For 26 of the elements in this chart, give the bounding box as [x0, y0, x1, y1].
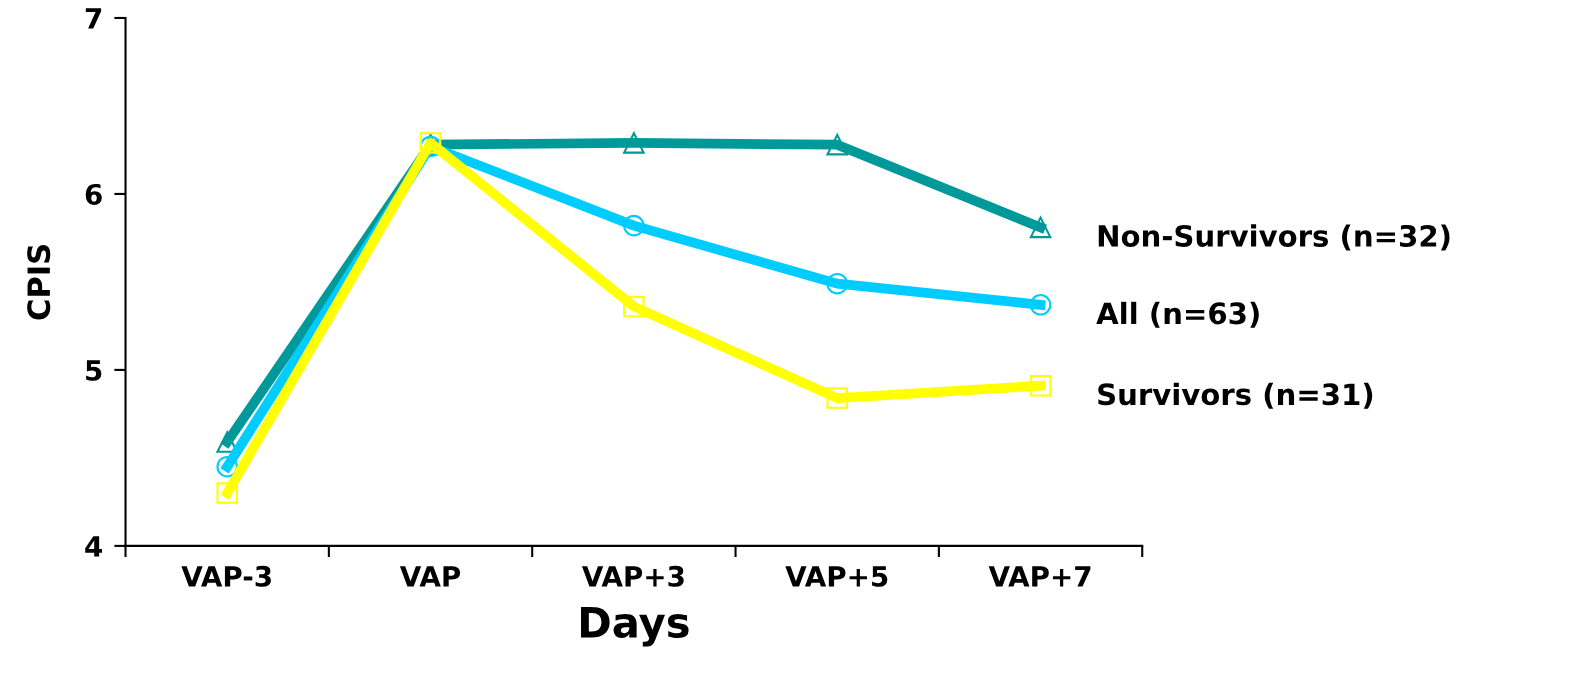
y-tick-label: 7 — [85, 8, 102, 29]
series-label: Non-Survivors (n=32) — [1098, 224, 1450, 251]
x-axis-title: Days — [581, 607, 689, 647]
point — [216, 455, 238, 478]
point — [1029, 374, 1052, 397]
point — [623, 214, 645, 237]
y-tick-label: 4 — [85, 536, 103, 557]
series-label: Survivors (n=31) — [1098, 382, 1373, 409]
point — [1029, 294, 1052, 316]
point — [216, 482, 238, 504]
series-label: All (n=63) — [1096, 301, 1259, 328]
point — [826, 133, 848, 156]
x-tick-label: VAP+5 — [785, 566, 888, 587]
y-tick-label: 5 — [86, 360, 102, 381]
point — [826, 387, 848, 409]
point — [216, 431, 238, 453]
point — [623, 295, 645, 318]
point — [826, 272, 848, 295]
point — [623, 132, 645, 154]
y-axis-title: CPIS — [27, 245, 51, 320]
x-tick-label: VAP+7 — [988, 566, 1091, 587]
x-tick-label: VAP+3 — [581, 565, 684, 587]
x-tick-label: VAP-3 — [181, 565, 271, 587]
point — [1029, 216, 1052, 239]
x-tick-label: VAP — [399, 566, 461, 587]
y-tick-label: 6 — [85, 183, 102, 205]
